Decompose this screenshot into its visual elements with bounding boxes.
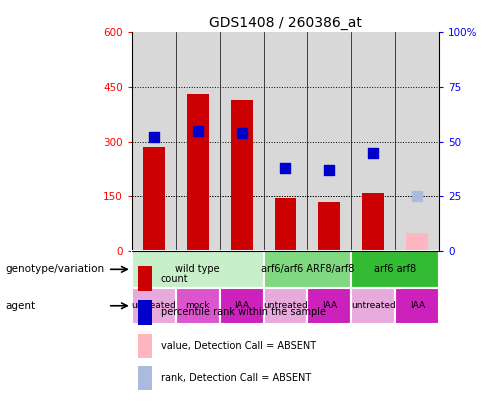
Point	[369, 149, 377, 156]
Bar	[187, 94, 209, 251]
Bar	[138, 300, 152, 325]
Title: GDS1408 / 260386_at: GDS1408 / 260386_at	[209, 16, 362, 30]
Text: IAA: IAA	[410, 301, 425, 310]
Text: count: count	[161, 274, 188, 284]
Bar	[220, 288, 264, 324]
Text: value, Detection Call = ABSENT: value, Detection Call = ABSENT	[161, 341, 316, 351]
Text: rank, Detection Call = ABSENT: rank, Detection Call = ABSENT	[161, 373, 311, 383]
Bar	[274, 198, 297, 251]
Text: arf6 arf8: arf6 arf8	[374, 264, 416, 274]
Text: untreated: untreated	[351, 301, 396, 310]
Bar	[264, 288, 307, 324]
Bar	[230, 100, 253, 251]
Point	[238, 130, 245, 136]
Bar	[132, 251, 264, 288]
Bar	[176, 288, 220, 324]
Text: untreated: untreated	[263, 301, 308, 310]
Bar	[406, 233, 428, 251]
Bar	[264, 251, 351, 288]
Text: genotype/variation: genotype/variation	[5, 264, 104, 274]
Bar	[143, 147, 165, 251]
Bar	[351, 288, 395, 324]
Bar	[138, 334, 152, 358]
Text: IAA: IAA	[234, 301, 249, 310]
Text: percentile rank within the sample: percentile rank within the sample	[161, 307, 326, 318]
Text: agent: agent	[5, 301, 35, 311]
Point	[413, 193, 421, 200]
Text: mock: mock	[185, 301, 210, 310]
Text: untreated: untreated	[131, 301, 176, 310]
Point	[282, 165, 289, 171]
Bar	[138, 266, 152, 291]
Point	[325, 167, 333, 173]
Text: arf6/arf6 ARF8/arf8: arf6/arf6 ARF8/arf8	[261, 264, 354, 274]
Text: IAA: IAA	[322, 301, 337, 310]
Bar	[395, 288, 439, 324]
Text: wild type: wild type	[175, 264, 220, 274]
Bar	[318, 202, 340, 251]
Bar	[132, 288, 176, 324]
Bar	[307, 288, 351, 324]
Point	[150, 134, 158, 141]
Point	[194, 128, 202, 134]
Bar	[351, 251, 439, 288]
Bar	[138, 366, 152, 390]
Bar	[362, 193, 384, 251]
